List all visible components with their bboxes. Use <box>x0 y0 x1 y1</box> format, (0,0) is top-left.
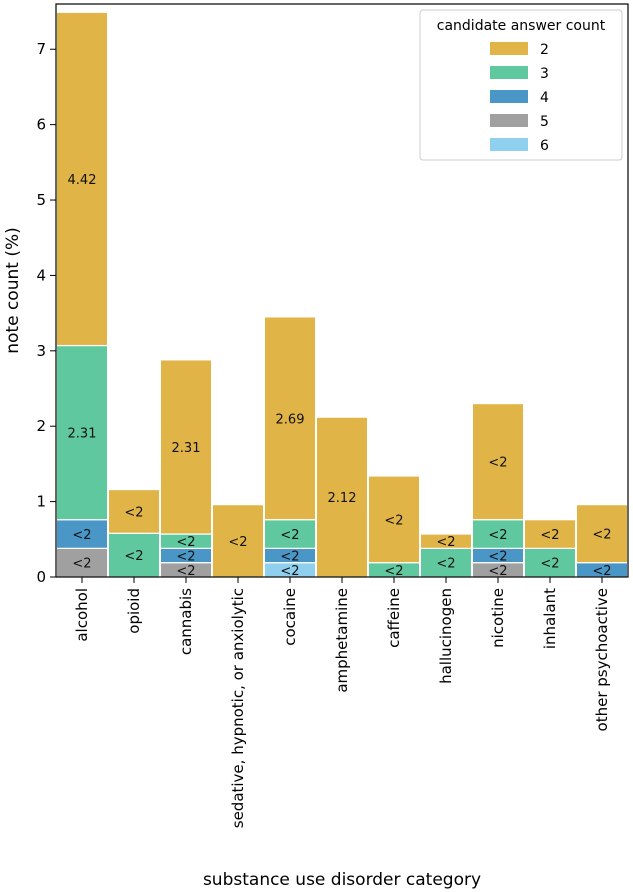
legend-label: 4 <box>540 90 549 106</box>
bar-segment <box>523 519 577 549</box>
x-axis: alcohol opioid cannabis sedative, hypnotic,… <box>73 577 611 828</box>
bar-data-label: <2 <box>176 550 195 565</box>
bar-data-label: <2 <box>488 564 507 579</box>
bar-data-label: <2 <box>280 564 299 579</box>
bar-data-label: 2.31 <box>68 427 97 442</box>
bar-data-label: <2 <box>72 557 91 572</box>
bar-data-label: <2 <box>280 550 299 565</box>
bar-segment <box>55 11 109 347</box>
x-tick-label: cannabis <box>177 588 195 655</box>
y-tick-label: 3 <box>36 342 46 360</box>
bar-data-label: 4.42 <box>68 173 97 188</box>
bar-segment <box>419 533 473 549</box>
x-tick-label: inhalant <box>541 588 559 649</box>
legend-swatch <box>490 66 528 79</box>
x-tick-label: nicotine <box>489 588 507 648</box>
legend-items: 2 3 4 5 6 <box>490 42 549 154</box>
bar-data-label: <2 <box>488 456 507 471</box>
bar-data-label: <2 <box>124 505 143 520</box>
y-tick-label: 0 <box>36 568 46 586</box>
legend-swatch <box>490 42 528 55</box>
bar-data-label: <2 <box>384 564 403 579</box>
bar-data-label: <2 <box>488 550 507 565</box>
bar-segment <box>471 519 525 549</box>
legend-swatch <box>490 138 528 151</box>
legend-label: 6 <box>540 138 549 154</box>
bar-segment <box>107 488 161 534</box>
bar-data-label: <2 <box>540 557 559 572</box>
legend-swatch <box>490 90 528 103</box>
y-axis-title: note count (%) <box>3 227 23 354</box>
bar-data-label: <2 <box>592 564 611 579</box>
bar-data-label: <2 <box>540 528 559 543</box>
x-tick-label: opioid <box>125 588 143 634</box>
bar-segment <box>471 402 525 521</box>
x-tick-label: other psychoactive <box>593 588 611 731</box>
x-tick-label: cocaine <box>281 588 299 646</box>
bar-segment <box>159 359 213 535</box>
bar-data-label: <2 <box>176 535 195 550</box>
x-tick-label: amphetamine <box>333 588 351 693</box>
legend-swatch <box>490 114 528 127</box>
bar-data-label: <2 <box>72 528 91 543</box>
plot-frame <box>55 3 629 578</box>
bars-layer <box>55 11 629 578</box>
x-axis-title: substance use disorder category <box>203 870 481 890</box>
bar-data-label: <2 <box>280 528 299 543</box>
bar-segment <box>55 519 109 549</box>
bar-segment <box>315 416 369 578</box>
bar-data-label: 2.31 <box>172 441 201 456</box>
legend-box <box>419 9 623 161</box>
bar-segment <box>575 504 629 564</box>
bar-data-label: <2 <box>384 513 403 528</box>
bar-data-label: <2 <box>592 528 611 543</box>
bar-segment <box>211 504 265 578</box>
bar-segment <box>419 547 473 578</box>
bar-data-label: <2 <box>488 528 507 543</box>
y-axis: 0 1 2 3 4 5 6 7 <box>36 40 56 586</box>
y-tick-label: 4 <box>36 266 46 284</box>
legend-label: 5 <box>540 114 549 130</box>
x-tick-label: hallucinogen <box>437 588 455 684</box>
x-tick-label: sedative, hypnotic, or anxiolytic <box>229 588 247 828</box>
y-tick-label: 7 <box>36 40 46 58</box>
y-tick-label: 6 <box>36 116 46 134</box>
bar-data-label: <2 <box>228 535 247 550</box>
bar-data-label: <2 <box>124 549 143 564</box>
bar-labels-layer: <2<22.314.42<2<2<2<2<22.31<2<2<2<22.692.… <box>68 173 612 579</box>
bar-data-label: <2 <box>176 564 195 579</box>
legend: candidate answer count 2 3 4 5 6 <box>419 9 623 161</box>
bar-segment <box>367 475 421 564</box>
bar-data-label: <2 <box>436 535 455 550</box>
legend-title: candidate answer count <box>437 18 606 34</box>
x-tick-label: caffeine <box>385 588 403 648</box>
legend-label: 3 <box>540 66 549 82</box>
bar-segment <box>263 316 317 521</box>
y-tick-label: 5 <box>36 191 46 209</box>
legend-label: 2 <box>540 42 549 58</box>
bar-data-label: <2 <box>436 557 455 572</box>
y-tick-label: 1 <box>36 493 46 511</box>
bar-data-label: 2.12 <box>328 491 357 506</box>
bar-data-label: 2.69 <box>276 412 305 427</box>
x-tick-label: alcohol <box>73 588 91 642</box>
y-tick-label: 2 <box>36 417 46 435</box>
